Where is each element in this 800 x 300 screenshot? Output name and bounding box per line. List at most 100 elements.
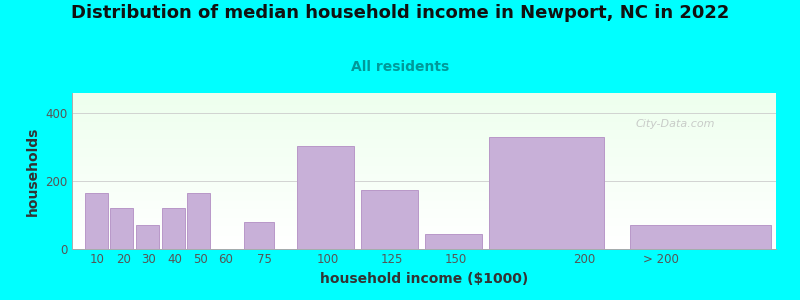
- Bar: [72, 195, 776, 196]
- Bar: [72, 243, 776, 244]
- Bar: [72, 149, 776, 150]
- Bar: [72, 96, 776, 97]
- Bar: [72, 214, 776, 215]
- Bar: [72, 227, 776, 228]
- Bar: [72, 228, 776, 229]
- Bar: [72, 101, 776, 102]
- Bar: [72, 229, 776, 230]
- Bar: [72, 107, 776, 108]
- Bar: [72, 133, 776, 134]
- Bar: [426, 234, 482, 249]
- Bar: [72, 156, 776, 157]
- Bar: [72, 116, 776, 117]
- Bar: [72, 93, 776, 94]
- Bar: [72, 231, 776, 232]
- Bar: [362, 190, 418, 249]
- Bar: [72, 132, 776, 133]
- Bar: [72, 223, 776, 224]
- Bar: [72, 94, 776, 95]
- Bar: [72, 209, 776, 210]
- Bar: [72, 140, 776, 141]
- Bar: [72, 167, 776, 168]
- Bar: [72, 179, 776, 180]
- Bar: [72, 198, 776, 199]
- Bar: [72, 111, 776, 112]
- Bar: [136, 225, 159, 249]
- Bar: [72, 220, 776, 221]
- Bar: [72, 113, 776, 114]
- Bar: [72, 99, 776, 100]
- Bar: [72, 187, 776, 188]
- X-axis label: household income ($1000): household income ($1000): [320, 272, 528, 286]
- Bar: [72, 109, 776, 110]
- Bar: [72, 110, 776, 111]
- Bar: [72, 244, 776, 245]
- Bar: [72, 234, 776, 235]
- Bar: [72, 185, 776, 186]
- Bar: [72, 192, 776, 193]
- Bar: [72, 200, 776, 201]
- Bar: [72, 126, 776, 127]
- Bar: [72, 122, 776, 123]
- Bar: [72, 121, 776, 122]
- Bar: [72, 162, 776, 163]
- Bar: [72, 106, 776, 107]
- Bar: [72, 186, 776, 187]
- Bar: [72, 182, 776, 183]
- Bar: [72, 204, 776, 205]
- Bar: [72, 148, 776, 149]
- Bar: [72, 165, 776, 166]
- Bar: [72, 239, 776, 240]
- Bar: [72, 248, 776, 249]
- Bar: [72, 127, 776, 128]
- Bar: [72, 138, 776, 139]
- Bar: [72, 150, 776, 151]
- Bar: [72, 221, 776, 222]
- Bar: [72, 184, 776, 185]
- Bar: [72, 98, 776, 99]
- Bar: [72, 202, 776, 203]
- Bar: [72, 171, 776, 172]
- Bar: [72, 193, 776, 194]
- Bar: [72, 235, 776, 236]
- Bar: [298, 146, 354, 249]
- Bar: [72, 225, 776, 226]
- Bar: [72, 178, 776, 179]
- Bar: [243, 222, 274, 249]
- Bar: [72, 233, 776, 234]
- Bar: [72, 97, 776, 98]
- Bar: [72, 118, 776, 119]
- Bar: [72, 102, 776, 103]
- Text: All residents: All residents: [351, 60, 449, 74]
- Bar: [72, 219, 776, 220]
- Bar: [72, 247, 776, 248]
- Bar: [72, 199, 776, 200]
- Bar: [72, 160, 776, 161]
- Bar: [72, 161, 776, 162]
- Bar: [72, 139, 776, 140]
- Bar: [72, 245, 776, 246]
- Bar: [72, 136, 776, 137]
- Bar: [72, 170, 776, 171]
- Bar: [72, 208, 776, 209]
- Bar: [72, 153, 776, 154]
- Bar: [72, 129, 776, 130]
- Bar: [72, 163, 776, 164]
- Bar: [85, 193, 108, 249]
- Bar: [72, 222, 776, 223]
- Bar: [72, 128, 776, 129]
- Bar: [72, 137, 776, 138]
- Bar: [72, 180, 776, 181]
- Bar: [72, 169, 776, 170]
- Bar: [72, 215, 776, 216]
- Bar: [72, 166, 776, 167]
- Bar: [72, 191, 776, 192]
- Bar: [72, 205, 776, 206]
- Bar: [72, 197, 776, 198]
- Bar: [72, 108, 776, 109]
- Bar: [72, 189, 776, 190]
- Bar: [72, 141, 776, 142]
- Bar: [72, 117, 776, 118]
- Bar: [72, 242, 776, 243]
- Y-axis label: households: households: [26, 126, 40, 216]
